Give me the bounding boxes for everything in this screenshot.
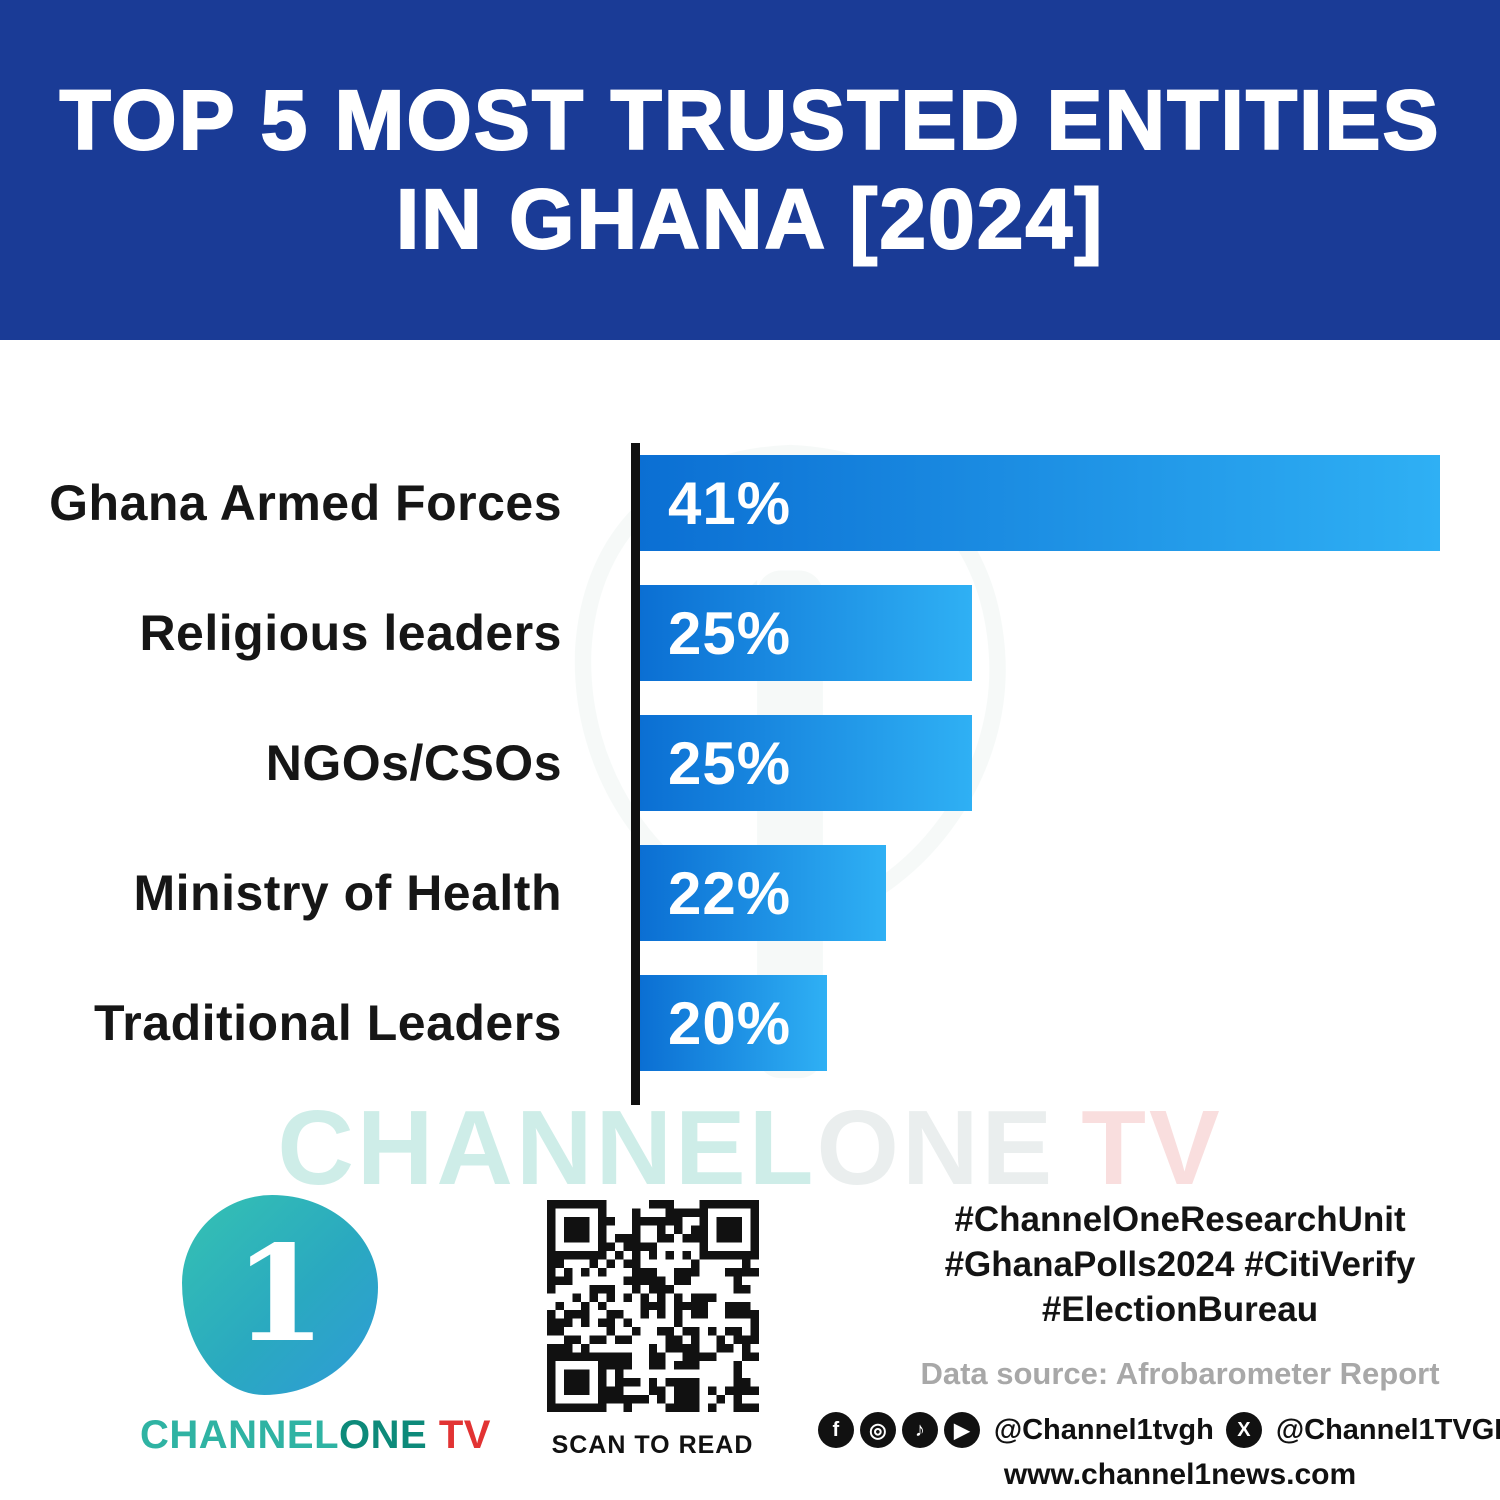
logo-pick-icon: 1 bbox=[182, 1195, 378, 1395]
value-label: 41% bbox=[668, 469, 792, 537]
hashtag-line-3: #ElectionBureau bbox=[1041, 1289, 1319, 1329]
qr-caption: SCAN TO READ bbox=[551, 1431, 754, 1459]
social-handle-2: @Channel1TVGHA bbox=[1275, 1413, 1500, 1446]
value-label: 22% bbox=[668, 859, 792, 927]
channel-one-logo: 1 CHANNELONE TV bbox=[140, 1195, 490, 1458]
category-label: Traditional Leaders bbox=[94, 995, 562, 1051]
tiktok-icon: ♪ bbox=[901, 1412, 938, 1449]
bar: 25% bbox=[640, 585, 972, 681]
category-label: Ministry of Health bbox=[133, 865, 562, 921]
social-handle-1: @Channel1tvgh bbox=[993, 1413, 1214, 1446]
bar-chart: Ghana Armed Forces 41% Religious leaders 25… bbox=[0, 440, 1500, 1120]
youtube-icon: ▶ bbox=[943, 1412, 980, 1449]
brand-one: ONE bbox=[339, 1413, 428, 1457]
logo-digit: 1 bbox=[234, 1217, 326, 1372]
page-title-line1: TOP 5 MOST TRUSTED ENTITIES bbox=[58, 72, 1441, 168]
value-label: 20% bbox=[668, 989, 792, 1057]
value-label: 25% bbox=[668, 599, 792, 667]
brand-tv: TV bbox=[427, 1413, 491, 1457]
instagram-icon: ◎ bbox=[859, 1412, 896, 1449]
chart-row: Ministry of Health 22% bbox=[0, 845, 1500, 941]
bar: 41% bbox=[640, 455, 1440, 551]
page-title: TOP 5 MOST TRUSTED ENTITIES IN GHANA [20… bbox=[58, 71, 1441, 269]
category-label: NGOs/CSOs bbox=[265, 735, 562, 791]
bar: 25% bbox=[640, 715, 972, 811]
page-title-line2: IN GHANA [2024] bbox=[395, 171, 1105, 267]
x-icon: X bbox=[1225, 1412, 1262, 1449]
brand-wordmark: CHANNELONE TV bbox=[140, 1413, 490, 1458]
chart-rows: Ghana Armed Forces 41% Religious leaders 25… bbox=[0, 455, 1500, 1105]
website-url: www.channel1news.com bbox=[1003, 1458, 1357, 1492]
hashtag-line-2: #GhanaPolls2024 #CitiVerify bbox=[944, 1244, 1416, 1284]
value-label: 25% bbox=[668, 729, 792, 797]
chart-row: Traditional Leaders 20% bbox=[0, 975, 1500, 1071]
qr-block: SCAN TO READ bbox=[545, 1200, 760, 1460]
chart-row: Ghana Armed Forces 41% bbox=[0, 455, 1500, 551]
qr-code bbox=[546, 1200, 759, 1412]
hashtag-line-1: #ChannelOneResearchUnit bbox=[954, 1200, 1406, 1239]
bar: 20% bbox=[640, 975, 827, 1071]
footer-info: #ChannelOneResearchUnit #GhanaPolls2024 … bbox=[817, 1198, 1500, 1492]
category-label: Ghana Armed Forces bbox=[49, 475, 562, 531]
data-source: Data source: Afrobarometer Report bbox=[920, 1356, 1440, 1392]
brand-channel: CHANNEL bbox=[140, 1413, 340, 1457]
category-label: Religious leaders bbox=[139, 605, 562, 661]
header-banner: TOP 5 MOST TRUSTED ENTITIES IN GHANA [20… bbox=[0, 0, 1500, 340]
bar: 22% bbox=[640, 845, 886, 941]
chart-row: NGOs/CSOs 25% bbox=[0, 715, 1500, 811]
facebook-icon: f bbox=[817, 1412, 854, 1449]
social-row: f ◎ ♪ ▶ @Channel1tvgh X @Channel1TVGHA bbox=[817, 1412, 1500, 1449]
chart-axis bbox=[631, 443, 640, 1105]
chart-row: Religious leaders 25% bbox=[0, 585, 1500, 681]
